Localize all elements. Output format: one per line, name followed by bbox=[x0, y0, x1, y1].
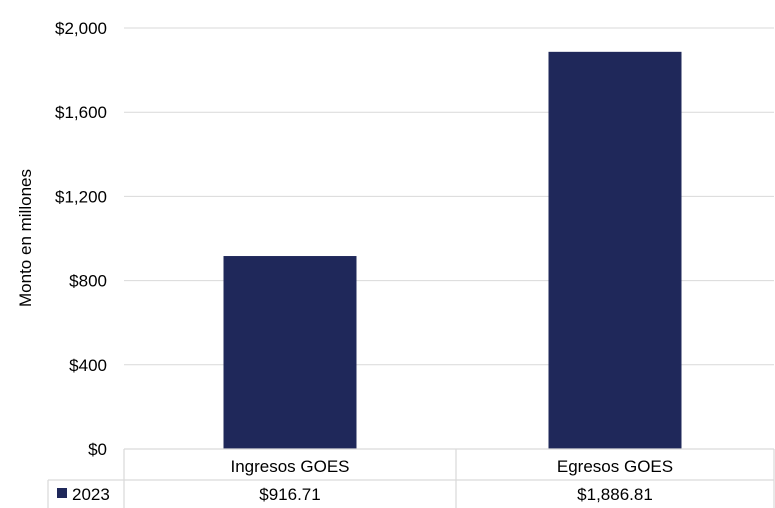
bars bbox=[223, 51, 682, 449]
legend-series-name: 2023 bbox=[72, 485, 110, 504]
bar-ingresos-goes bbox=[223, 256, 357, 449]
bar-egresos-goes bbox=[548, 51, 682, 449]
legend-swatch bbox=[57, 488, 67, 498]
y-axis-label: Monto en millones bbox=[16, 169, 35, 307]
y-tick-label: $1,200 bbox=[55, 187, 107, 206]
x-category-label: Ingresos GOES bbox=[230, 457, 349, 476]
y-tick-label: $800 bbox=[69, 272, 107, 291]
data-table: Ingresos GOES Egresos GOES 2023 $916.71 $1,8… bbox=[47, 448, 775, 508]
x-category-label: Egresos GOES bbox=[557, 457, 673, 476]
data-table-value: $916.71 bbox=[259, 485, 320, 504]
y-axis-ticks: $0 $400 $800 $1,200 $1,600 $2,000 bbox=[55, 19, 107, 459]
data-table-value: $1,886.81 bbox=[577, 485, 653, 504]
y-tick-label: $0 bbox=[88, 440, 107, 459]
y-tick-label: $400 bbox=[69, 356, 107, 375]
y-tick-label: $1,600 bbox=[55, 103, 107, 122]
y-tick-label: $2,000 bbox=[55, 19, 107, 38]
